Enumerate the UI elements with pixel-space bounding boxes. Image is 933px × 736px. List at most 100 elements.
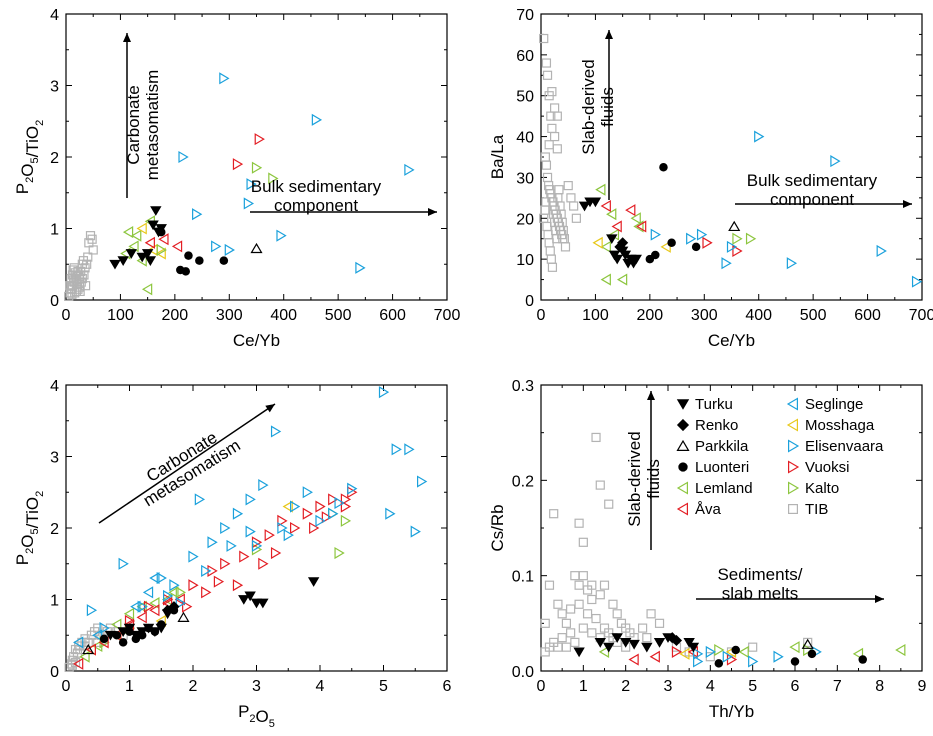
data-point-vuoksi (258, 557, 269, 570)
data-point-vuoksi (254, 133, 265, 146)
data-point-elisenvaara (726, 240, 738, 253)
legend-item-ava: Åva (676, 501, 722, 518)
data-point-lemland (600, 273, 611, 286)
arrow-head (265, 404, 275, 413)
y-tick-label: 10 (516, 252, 534, 269)
data-point-tib (646, 609, 656, 619)
data-point-seglinge (130, 600, 141, 613)
data-point-lemland (595, 183, 606, 196)
data-point-tib (547, 262, 558, 272)
data-point-elisenvaara (754, 130, 765, 143)
data-point-tib (544, 140, 554, 150)
data-point-lemland (111, 618, 122, 631)
annotation-label: Sediments/slab melts (717, 565, 802, 603)
annotation-label: Bulk sedimentary component (251, 177, 382, 215)
series-mosshaga (592, 236, 671, 253)
data-point-tib (612, 609, 622, 619)
data-point-elisenvaara (722, 650, 733, 663)
data-point-turku (155, 224, 167, 234)
y-tick-label: 0 (525, 293, 534, 310)
data-point-luonteri (667, 238, 676, 248)
data-point-tib (552, 111, 562, 121)
x-tick-label: 8 (875, 678, 884, 695)
data-point-luonteri (691, 242, 701, 252)
data-point-turku (155, 623, 167, 634)
data-point-elisenvaara (226, 539, 237, 552)
legend-marker-seglinge (786, 397, 799, 411)
data-point-elisenvaara (270, 425, 282, 438)
data-point-tib (561, 618, 572, 628)
data-point-vuoksi (264, 529, 275, 542)
data-point-luonteri (184, 251, 193, 260)
data-point-elisenvaara (192, 208, 203, 221)
data-point-vuoksi (201, 586, 212, 599)
data-point-lemland (123, 607, 135, 620)
data-point-elisenvaara (355, 261, 366, 274)
data-point-tib (544, 238, 554, 248)
x-tick-label: 400 (745, 307, 772, 324)
y-tick-label: 2 (50, 150, 59, 167)
data-point-turku (123, 623, 136, 634)
data-point-ava (136, 611, 147, 624)
data-point-vuoksi (232, 158, 244, 171)
data-point-luonteri (219, 256, 229, 265)
data-point-elisenvaara (773, 650, 784, 663)
annotations: Carbonatemetasomatism Bulk sedimentary com… (123, 33, 437, 216)
legend-item-parkkila: Parkkila (676, 438, 749, 455)
data-point-turku (117, 256, 129, 266)
plot-frame (540, 13, 923, 301)
x-tick-label: 5 (748, 678, 757, 695)
data-point-lemland (168, 586, 179, 599)
legend-marker-tib (787, 504, 798, 515)
data-point-vuoksi (239, 550, 250, 563)
data-point-tib (549, 509, 559, 519)
data-point-elisenvaara (99, 622, 110, 635)
data-point-turku (136, 252, 148, 263)
legend-marker-vuoksi (787, 460, 800, 474)
data-point-turku (117, 627, 129, 637)
data-point-parkkila (82, 643, 95, 655)
data-point-elisenvaara (163, 589, 174, 602)
data-point-elisenvaara (194, 493, 206, 506)
data-point-ava (600, 199, 611, 213)
x-tick-label: 2 (189, 678, 198, 695)
data-point-tib (550, 103, 560, 113)
x-tick-label: 1 (579, 678, 588, 695)
x-tick-label: 200 (637, 307, 664, 324)
legend-marker-lemland (676, 481, 689, 495)
data-point-turku (611, 254, 623, 265)
data-point-tib (541, 160, 552, 170)
data-point-kalto (334, 546, 345, 560)
data-point-turku (136, 627, 148, 637)
data-point-lemland (131, 229, 142, 242)
data-point-elisenvaara (705, 645, 717, 658)
y-tick-label: 4 (50, 7, 59, 24)
data-point-elisenvaara (232, 507, 244, 520)
legend-label: Åva (695, 501, 722, 518)
series-elisenvaara (650, 130, 923, 288)
data-point-turku (130, 630, 142, 641)
data-point-elisenvaara (283, 529, 294, 542)
data-point-tib (574, 580, 584, 590)
data-point-vuoksi (290, 521, 301, 535)
data-point-elisenvaara (258, 479, 269, 492)
y-tick-label: 0.1 (512, 569, 534, 586)
x-tick-label: 3 (664, 678, 673, 695)
data-point-vuoksi (302, 507, 313, 520)
arrow-head (875, 595, 884, 603)
data-point-ava (149, 604, 160, 617)
data-point-tib (540, 618, 550, 628)
x-tick-label: 300 (216, 307, 243, 324)
legend-label: Turku (695, 396, 733, 413)
data-point-tib (654, 618, 665, 628)
data-point-elisenvaara (220, 521, 231, 535)
data-point-turku (573, 647, 585, 658)
data-point-ava (174, 593, 185, 606)
data-point-tib (566, 604, 576, 614)
legend-label: Luonteri (695, 459, 749, 476)
data-point-ava (85, 643, 97, 656)
y-tick-label: 1 (50, 593, 59, 610)
data-point-tib (569, 201, 579, 211)
data-point-tib (547, 123, 557, 134)
